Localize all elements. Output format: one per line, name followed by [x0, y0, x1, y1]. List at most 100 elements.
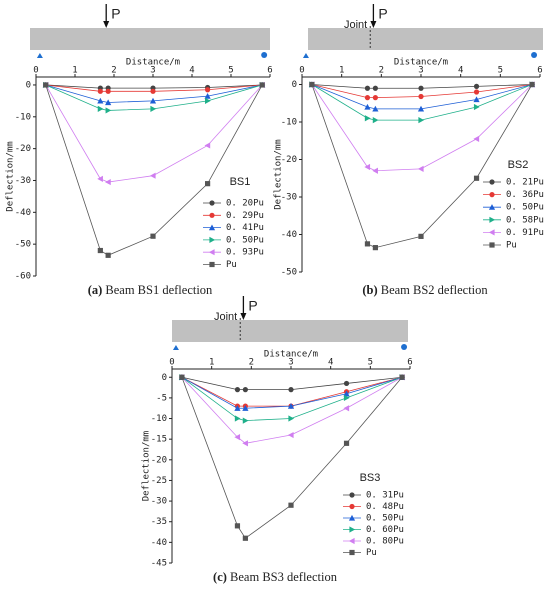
y-tick-label: -20 — [15, 144, 31, 154]
marker — [364, 241, 371, 247]
x-tick-label: 3 — [150, 66, 155, 76]
joint-label: Joint — [344, 19, 367, 31]
x-tick-label: 5 — [228, 66, 233, 76]
marker — [364, 85, 371, 91]
legend-marker — [349, 503, 355, 510]
marker — [242, 405, 249, 411]
x-tick-label: 5 — [498, 66, 503, 76]
y-tick-label: -30 — [281, 193, 297, 203]
series-line — [45, 84, 263, 103]
legend-label: Pu — [506, 241, 517, 251]
marker — [105, 252, 111, 258]
marker — [473, 103, 480, 111]
legend-marker — [208, 224, 216, 231]
caption-label: (a) — [88, 283, 103, 297]
marker — [417, 165, 424, 172]
series-line — [45, 84, 263, 256]
series-line — [45, 84, 263, 111]
x-tick-label: 4 — [328, 358, 333, 368]
marker — [399, 374, 405, 380]
legend-label: 0. 29Pu — [226, 211, 264, 221]
marker — [204, 93, 211, 99]
x-tick-label: 6 — [267, 66, 272, 76]
legend-marker — [349, 492, 355, 498]
caption: (a) Beam BS1 deflection — [88, 283, 213, 297]
y-axis-title: Deflection/mm — [6, 141, 16, 211]
y-tick-label: -50 — [281, 268, 297, 278]
legend-marker — [349, 526, 356, 533]
y-tick-label: 0 — [162, 373, 167, 383]
marker — [418, 117, 425, 124]
marker — [417, 105, 425, 112]
marker — [205, 181, 211, 187]
series-line — [181, 376, 403, 444]
x-tick-label: 0 — [33, 66, 38, 76]
marker — [372, 167, 378, 174]
marker — [343, 405, 350, 412]
x-tick-label: 6 — [407, 358, 412, 368]
y-tick-label: -15 — [151, 435, 167, 445]
legend-label: 0. 48Pu — [366, 502, 404, 512]
load-label: P — [378, 6, 387, 22]
beam — [172, 320, 408, 342]
legend-label: 0. 31Pu — [366, 491, 404, 501]
marker — [364, 115, 371, 122]
y-tick-label: -20 — [281, 155, 297, 165]
marker — [372, 117, 379, 124]
caption: (b) Beam BS2 deflection — [362, 283, 488, 297]
legend-label: Pu — [226, 260, 237, 270]
series-line — [311, 84, 533, 110]
series-line — [311, 84, 533, 89]
marker — [309, 81, 315, 88]
legend-label: 0. 41Pu — [226, 223, 264, 233]
series-line — [311, 84, 533, 249]
marker — [473, 135, 480, 142]
y-tick-label: -30 — [151, 497, 167, 507]
marker — [242, 440, 248, 447]
caption-title: Beam BS2 deflection — [381, 283, 489, 297]
marker — [473, 89, 480, 95]
x-tick-label: 0 — [299, 66, 304, 76]
marker — [372, 95, 378, 101]
marker — [234, 405, 241, 411]
x-tick-label: 2 — [379, 66, 384, 76]
legend-label: 0. 36Pu — [506, 190, 544, 200]
load-arrowhead — [370, 21, 377, 28]
y-axis-title: Deflection/mm — [142, 431, 152, 501]
legend-marker — [348, 537, 355, 545]
marker — [242, 535, 248, 541]
x-tick-label: 4 — [458, 66, 463, 76]
legend-label: 0. 93Pu — [226, 248, 264, 258]
x-tick-label: 2 — [111, 66, 116, 76]
marker — [97, 88, 103, 94]
marker — [97, 247, 103, 254]
x-tick-label: 2 — [249, 358, 254, 368]
legend-label: 0. 50Pu — [226, 235, 264, 245]
legend-marker — [489, 192, 495, 198]
y-tick-label: 0 — [292, 80, 297, 90]
support — [261, 52, 268, 58]
marker — [149, 172, 156, 179]
marker — [105, 88, 111, 94]
support — [531, 52, 538, 58]
y-tick-label: -60 — [15, 272, 31, 282]
caption: (c) Beam BS3 deflection — [213, 570, 338, 584]
marker — [364, 163, 371, 171]
marker — [105, 178, 111, 186]
marker — [234, 415, 241, 422]
marker — [150, 233, 156, 239]
legend-label: 0. 60Pu — [366, 525, 404, 535]
legend-label: 0. 50Pu — [366, 514, 404, 524]
marker — [259, 82, 265, 88]
y-tick-label: -5 — [156, 393, 167, 403]
series-line — [311, 84, 533, 99]
marker — [234, 523, 241, 529]
marker — [242, 387, 248, 393]
series-line — [181, 376, 403, 409]
marker — [288, 415, 295, 422]
marker — [372, 85, 378, 91]
y-tick-label: -10 — [151, 414, 167, 424]
legend-marker — [209, 236, 216, 243]
legend-label: 0. 21Pu — [506, 178, 544, 188]
x-tick-label: 1 — [72, 66, 77, 76]
